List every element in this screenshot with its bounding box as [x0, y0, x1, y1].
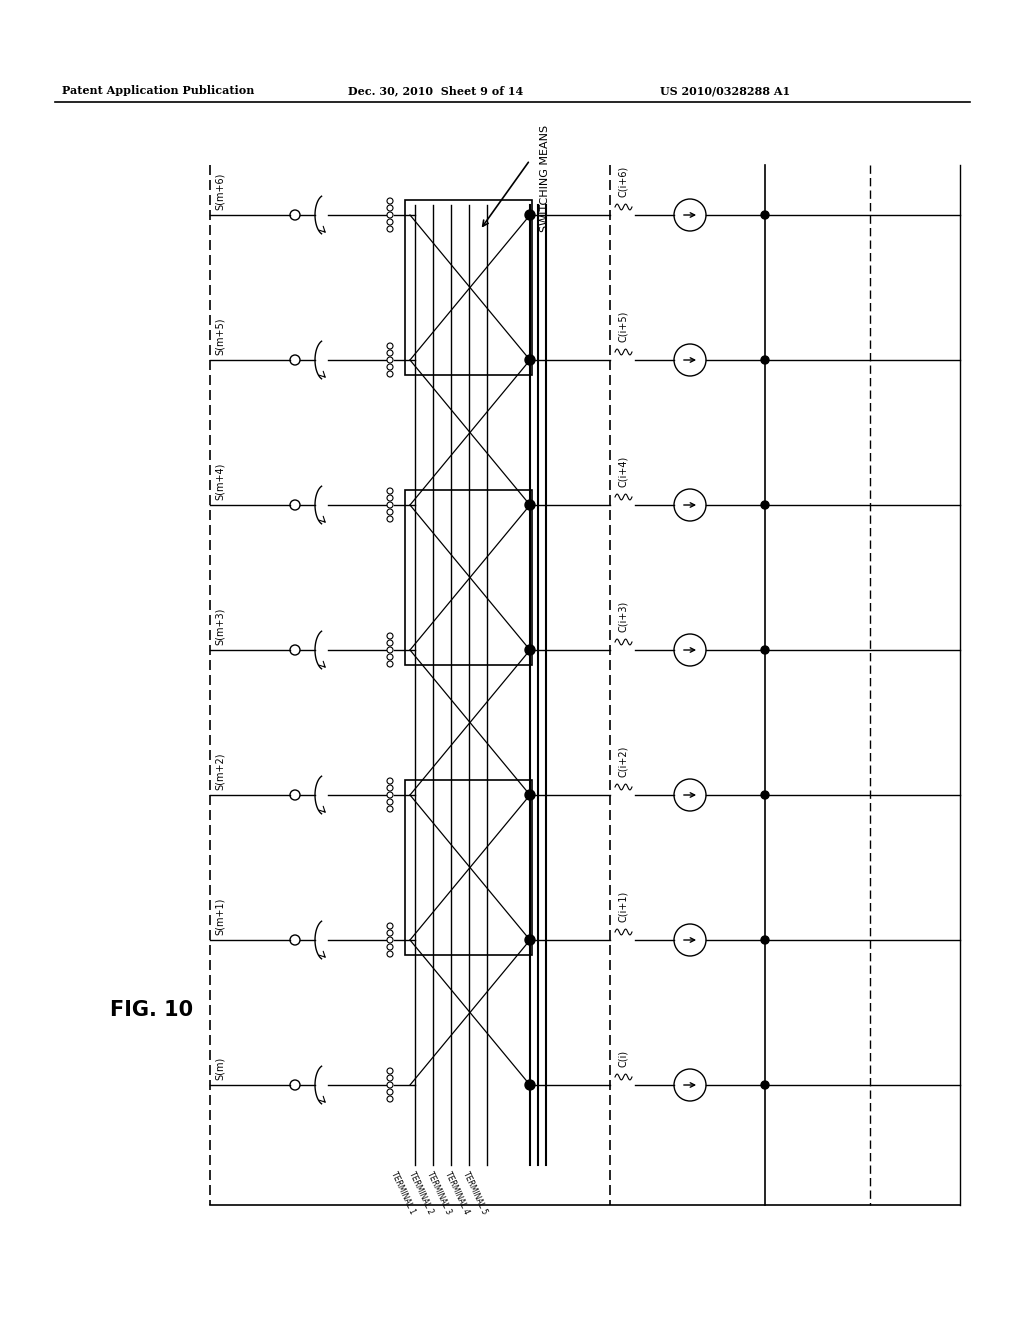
Text: C(i+2): C(i+2) [618, 746, 628, 777]
Circle shape [525, 500, 535, 510]
Text: C(i+4): C(i+4) [618, 455, 628, 487]
Circle shape [761, 1081, 769, 1089]
Text: C(i+3): C(i+3) [618, 601, 628, 632]
Text: S(m+1): S(m+1) [215, 898, 225, 935]
Circle shape [761, 211, 769, 219]
Text: S(m+3): S(m+3) [215, 607, 225, 645]
Text: TERMINAL 1: TERMINAL 1 [389, 1170, 417, 1216]
Circle shape [525, 789, 535, 800]
Text: C(i+1): C(i+1) [618, 891, 628, 921]
Text: S(m+2): S(m+2) [215, 752, 225, 789]
Circle shape [525, 935, 535, 945]
Circle shape [525, 355, 535, 366]
Text: SWITCHING MEANS: SWITCHING MEANS [540, 125, 550, 232]
Circle shape [525, 645, 535, 655]
Circle shape [761, 356, 769, 364]
Text: TERMINAL 5: TERMINAL 5 [462, 1170, 489, 1216]
Bar [406, 780, 532, 954]
Circle shape [761, 645, 769, 653]
Bar [406, 201, 532, 375]
Circle shape [761, 936, 769, 944]
Text: C(i+6): C(i+6) [618, 166, 628, 197]
Text: S(m+4): S(m+4) [215, 462, 225, 500]
Text: C(i): C(i) [618, 1049, 628, 1067]
Text: Dec. 30, 2010  Sheet 9 of 14: Dec. 30, 2010 Sheet 9 of 14 [348, 84, 523, 96]
Circle shape [761, 502, 769, 510]
Text: C(i+5): C(i+5) [618, 310, 628, 342]
Text: TERMINAL 3: TERMINAL 3 [425, 1170, 453, 1216]
Text: TERMINAL 2: TERMINAL 2 [408, 1170, 435, 1216]
Bar [406, 490, 532, 665]
Circle shape [761, 791, 769, 799]
Circle shape [525, 1080, 535, 1090]
Text: S(m+5): S(m+5) [215, 318, 225, 355]
Circle shape [525, 210, 535, 220]
Text: S(m): S(m) [215, 1057, 225, 1080]
Text: S(m+6): S(m+6) [215, 173, 225, 210]
Text: US 2010/0328288 A1: US 2010/0328288 A1 [660, 84, 791, 96]
Text: FIG. 10: FIG. 10 [110, 1001, 194, 1020]
Text: TERMINAL 4: TERMINAL 4 [443, 1170, 471, 1216]
Text: Patent Application Publication: Patent Application Publication [62, 84, 254, 96]
